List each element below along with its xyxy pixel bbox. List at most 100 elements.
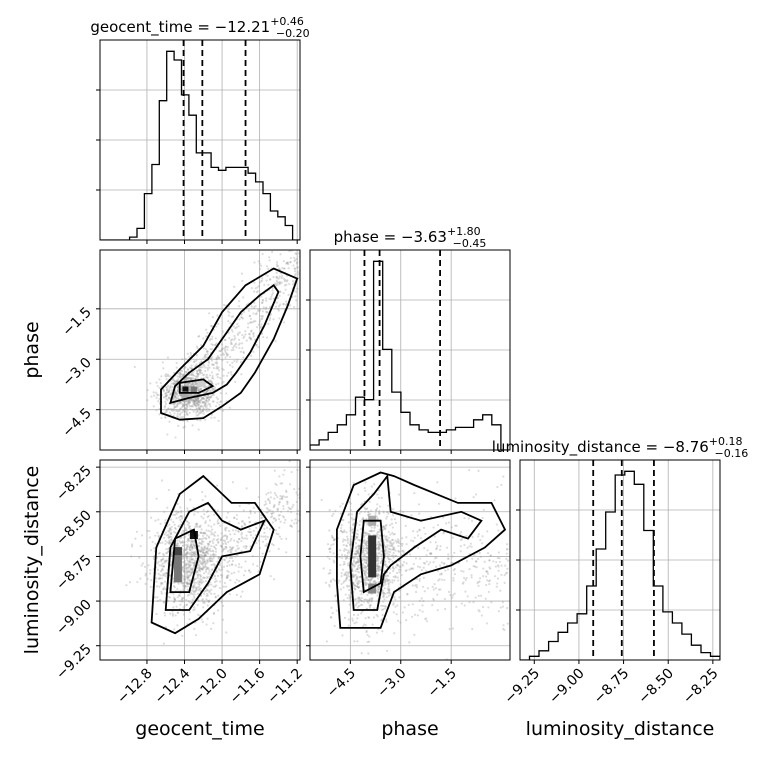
scatter-point	[464, 590, 467, 593]
scatter-point	[182, 549, 185, 552]
scatter-point	[265, 511, 268, 514]
scatter-point	[168, 420, 171, 423]
scatter-point	[485, 583, 488, 587]
scatter-point	[285, 490, 288, 494]
scatter-point	[208, 547, 212, 550]
scatter-point	[194, 552, 197, 555]
scatter-point	[305, 524, 307, 526]
scatter-point	[235, 593, 238, 597]
scatter-point	[152, 556, 155, 559]
scatter-point	[195, 398, 198, 401]
scatter-point	[357, 596, 361, 599]
scatter-point	[365, 507, 368, 511]
scatter-point	[351, 563, 354, 566]
scatter-point	[167, 530, 171, 533]
scatter-point	[203, 560, 207, 564]
scatter-point	[209, 379, 212, 383]
scatter-point	[453, 567, 456, 571]
scatter-point	[463, 604, 466, 607]
scatter-point	[350, 528, 353, 531]
scatter-point	[203, 401, 206, 404]
scatter-point	[186, 382, 190, 385]
scatter-point	[185, 405, 189, 408]
scatter-point	[319, 225, 321, 227]
scatter-point	[346, 551, 349, 554]
scatter-point	[279, 281, 282, 284]
scatter-point	[251, 563, 255, 566]
scatter-point	[270, 512, 273, 515]
scatter-point	[252, 335, 255, 338]
scatter-point	[382, 527, 386, 530]
scatter-point	[346, 535, 349, 538]
scatter-point	[175, 605, 178, 608]
scatter-point	[167, 536, 170, 539]
scatter-point	[180, 385, 183, 388]
scatter-point	[186, 555, 189, 558]
scatter-point	[474, 596, 477, 599]
scatter-point	[200, 567, 204, 571]
scatter-point	[167, 547, 170, 551]
scatter-point	[198, 550, 201, 553]
scatter-point	[383, 545, 387, 548]
scatter-point	[353, 588, 357, 591]
scatter-point	[174, 396, 177, 400]
scatter-point	[206, 599, 209, 603]
scatter-point	[185, 553, 188, 556]
scatter-point	[355, 581, 359, 584]
scatter-point	[342, 563, 345, 566]
scatter-point	[368, 616, 371, 620]
scatter-point	[165, 375, 168, 378]
scatter-point	[228, 560, 231, 563]
scatter-point	[167, 390, 170, 393]
scatter-point	[178, 516, 181, 519]
scatter-point	[297, 273, 300, 276]
scatter-point	[334, 595, 337, 598]
scatter-point	[450, 561, 453, 565]
scatter-point	[477, 580, 480, 584]
scatter-point	[207, 398, 211, 401]
scatter-point	[185, 598, 188, 602]
scatter-point	[505, 557, 508, 560]
scatter-point	[358, 596, 361, 600]
scatter-point	[189, 543, 193, 546]
scatter-point	[375, 556, 378, 559]
scatter-point	[258, 309, 261, 312]
scatter-point	[188, 393, 191, 397]
scatter-point	[214, 564, 217, 567]
scatter-point	[282, 321, 286, 324]
scatter-point	[197, 563, 201, 567]
scatter-point	[203, 566, 206, 569]
scatter-point	[166, 599, 170, 602]
scatter-point	[188, 388, 191, 392]
scatter-point	[158, 564, 161, 567]
scatter-point	[229, 371, 233, 374]
scatter-point	[468, 567, 471, 571]
scatter-point	[506, 543, 509, 546]
scatter-point	[362, 539, 365, 542]
scatter-point	[265, 545, 268, 548]
scatter-point	[203, 391, 206, 394]
scatter-point	[201, 531, 204, 535]
scatter-point	[192, 374, 195, 377]
scatter-point	[180, 536, 183, 539]
scatter-point	[369, 578, 373, 581]
scatter-point	[179, 541, 182, 544]
scatter-point	[460, 538, 463, 541]
scatter-point	[331, 536, 334, 539]
scatter-point	[240, 272, 243, 275]
scatter-point	[242, 574, 246, 577]
scatter-point	[312, 261, 314, 263]
scatter-point	[342, 538, 345, 541]
scatter-point	[207, 364, 210, 367]
scatter-point	[180, 596, 183, 600]
scatter-point	[265, 336, 269, 339]
scatter-point	[181, 515, 184, 518]
scatter-point	[193, 552, 197, 556]
scatter-point	[161, 562, 164, 565]
scatter-point	[206, 515, 209, 519]
scatter-point	[267, 491, 270, 495]
scatter-point	[351, 569, 354, 573]
scatter-point	[274, 519, 277, 522]
scatter-point	[488, 559, 491, 562]
scatter-point	[196, 410, 199, 413]
